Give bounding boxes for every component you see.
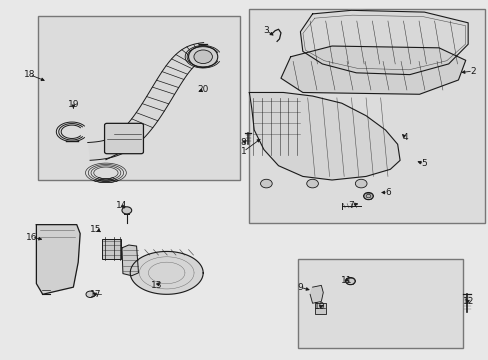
Text: 19: 19	[67, 100, 79, 109]
Text: 8: 8	[240, 138, 245, 147]
Polygon shape	[130, 251, 203, 294]
Text: 11: 11	[340, 275, 352, 284]
Text: 6: 6	[384, 188, 390, 197]
Text: 16: 16	[26, 233, 37, 242]
Text: 9: 9	[296, 283, 302, 292]
Circle shape	[194, 50, 212, 64]
Text: 7: 7	[348, 201, 354, 210]
Bar	[102, 239, 121, 258]
Text: 5: 5	[421, 159, 427, 168]
Text: 18: 18	[24, 70, 35, 79]
FancyBboxPatch shape	[104, 123, 143, 154]
Text: 17: 17	[90, 290, 102, 299]
Text: 1: 1	[240, 147, 246, 156]
Circle shape	[363, 193, 372, 200]
Polygon shape	[309, 285, 323, 303]
Circle shape	[122, 207, 131, 214]
Bar	[38, 16, 239, 180]
Bar	[249, 9, 484, 223]
Text: 20: 20	[197, 85, 208, 94]
Polygon shape	[87, 42, 207, 160]
Circle shape	[188, 46, 217, 67]
Bar	[297, 258, 462, 348]
Polygon shape	[281, 46, 465, 94]
Circle shape	[366, 194, 370, 198]
Text: 3: 3	[263, 26, 269, 35]
Bar	[314, 303, 325, 314]
Text: 15: 15	[90, 225, 102, 234]
Polygon shape	[249, 93, 399, 180]
Polygon shape	[36, 225, 80, 294]
Text: 2: 2	[469, 67, 475, 76]
Circle shape	[86, 291, 95, 297]
Text: 10: 10	[313, 302, 325, 311]
Text: 14: 14	[116, 201, 127, 210]
Text: 12: 12	[462, 297, 473, 306]
Circle shape	[260, 179, 272, 188]
Text: 13: 13	[151, 281, 163, 290]
Text: 4: 4	[401, 132, 407, 141]
Circle shape	[345, 278, 355, 285]
Polygon shape	[122, 245, 138, 276]
Circle shape	[355, 179, 366, 188]
Polygon shape	[300, 10, 467, 75]
Circle shape	[306, 179, 318, 188]
